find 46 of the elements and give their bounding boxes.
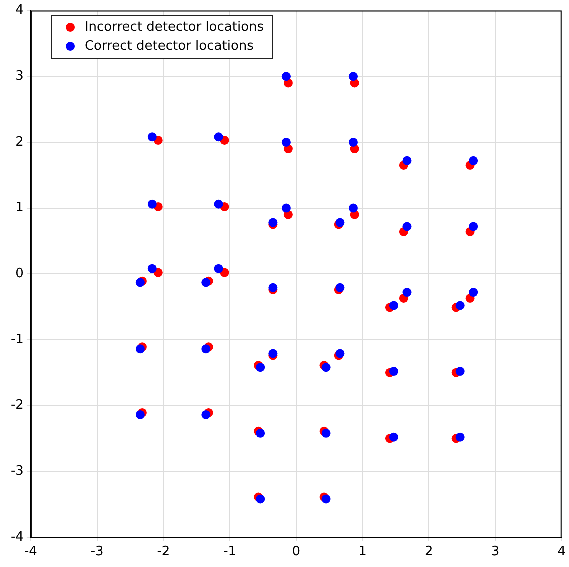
y-tick-label: -1 <box>10 332 24 348</box>
point <box>348 138 358 147</box>
point <box>402 156 412 166</box>
y-tick-label: 3 <box>16 69 24 84</box>
point <box>148 264 157 274</box>
point <box>282 72 291 82</box>
point <box>214 132 224 142</box>
x-tick-label: 3 <box>491 544 500 560</box>
point <box>148 132 157 142</box>
legend-label: Correct detector locations <box>84 38 254 56</box>
y-tick-label: 4 <box>16 3 24 18</box>
point <box>348 204 358 213</box>
point <box>389 367 398 376</box>
point <box>214 200 224 209</box>
x-tick-label: 4 <box>558 544 566 560</box>
y-tick-label: -3 <box>10 464 24 479</box>
x-tick-label: -2 <box>157 544 170 560</box>
point <box>202 344 211 354</box>
point <box>402 222 412 232</box>
y-tick-label: -2 <box>10 398 24 414</box>
point <box>469 222 478 232</box>
point <box>348 72 358 82</box>
point <box>469 288 478 298</box>
x-tick-label: 2 <box>425 544 434 560</box>
point <box>456 301 465 310</box>
point <box>282 138 291 147</box>
point <box>389 432 398 442</box>
point <box>148 200 157 209</box>
point <box>469 156 478 166</box>
point <box>214 264 224 274</box>
x-tick-label: -3 <box>90 544 104 560</box>
point <box>282 204 291 213</box>
point <box>456 432 465 442</box>
point <box>402 288 412 298</box>
point <box>202 410 211 420</box>
x-tick-label: -1 <box>224 544 237 560</box>
y-tick-label: -4 <box>10 530 24 545</box>
y-tick-label: 2 <box>16 134 24 150</box>
x-tick-label: 0 <box>292 544 301 560</box>
point <box>456 367 465 376</box>
x-tick-label: 1 <box>358 544 367 560</box>
y-tick-label: 0 <box>16 266 24 282</box>
point <box>389 301 398 310</box>
legend-label: Incorrect detector locations <box>84 18 264 37</box>
y-tick-label: 1 <box>16 200 24 216</box>
point <box>202 278 211 288</box>
